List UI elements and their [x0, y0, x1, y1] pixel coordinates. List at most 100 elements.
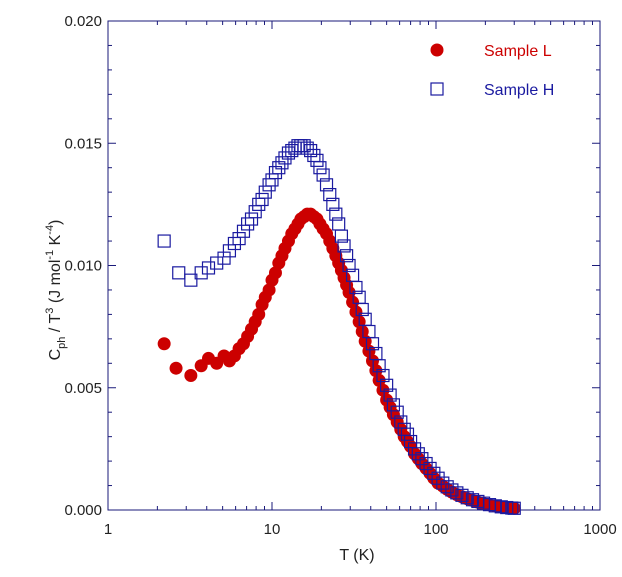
- data-point-square: [227, 236, 242, 251]
- data-point-square: [386, 398, 401, 412]
- y-axis-title-mid: / T: [47, 314, 64, 337]
- y-tick-label: 0.000: [64, 502, 102, 519]
- y-axis-title: Cph / T3 (J mol-1 K-4): [44, 220, 68, 361]
- data-point-square: [319, 178, 334, 192]
- legend-marker: [430, 43, 444, 57]
- data-point-square: [339, 249, 354, 263]
- series-layer: [157, 139, 521, 515]
- data-point-square: [210, 256, 224, 270]
- data-point-square: [300, 141, 314, 155]
- y-axis-title-mid2: (J mol: [47, 260, 64, 308]
- data-point-square: [436, 476, 450, 490]
- data-point-square: [313, 161, 327, 175]
- data-point-square: [236, 224, 251, 238]
- y-tick-label: 0.020: [64, 13, 102, 30]
- data-point-square: [157, 234, 171, 248]
- y-tick-label: 0.015: [64, 135, 102, 152]
- series-0: [157, 207, 521, 515]
- data-point-circle: [252, 307, 266, 321]
- data-point-square: [445, 483, 459, 497]
- y-axis-title-mid3: K: [47, 234, 64, 249]
- legend-label: Sample H: [484, 82, 554, 99]
- legend: Sample L Sample H: [430, 43, 554, 99]
- y-axis-ticks: 0.000 0.005 0.010 0.015 0.020: [64, 13, 600, 519]
- data-point-circle: [262, 283, 276, 297]
- data-point-square: [232, 232, 246, 246]
- data-point-circle: [184, 369, 198, 383]
- data-point-square: [349, 280, 363, 295]
- legend-marker: [430, 82, 444, 96]
- data-point-square: [394, 415, 408, 429]
- data-point-square: [400, 427, 415, 441]
- legend-label: Sample L: [484, 43, 552, 60]
- data-point-square: [450, 486, 464, 500]
- data-point-square: [241, 217, 255, 231]
- x-tick-label: 1000: [583, 521, 616, 538]
- data-point-square: [460, 491, 474, 505]
- data-point-square: [383, 388, 397, 402]
- x-tick-label: 10: [264, 521, 281, 538]
- data-point-square: [262, 178, 276, 192]
- data-point-square: [337, 239, 351, 253]
- data-point-square: [427, 466, 441, 480]
- y-axis-title-sup3: -4: [44, 225, 56, 235]
- series-1: [157, 139, 521, 515]
- x-axis-title: T (K): [339, 547, 374, 564]
- data-point-square: [310, 153, 324, 167]
- data-point-square: [222, 244, 237, 258]
- data-point-square: [265, 173, 279, 187]
- data-point-square: [342, 258, 356, 273]
- data-point-square: [403, 434, 418, 449]
- data-point-square: [365, 337, 380, 351]
- data-point-square: [355, 302, 369, 317]
- data-point-square: [329, 207, 343, 221]
- data-point-square: [255, 192, 269, 207]
- data-point-square: [423, 461, 437, 476]
- data-point-square: [465, 493, 480, 507]
- y-axis-title-sub: ph: [56, 337, 68, 349]
- data-point-square: [334, 229, 349, 243]
- data-point-square: [376, 368, 390, 383]
- y-axis-title-end: ): [47, 220, 64, 225]
- data-point-square: [278, 151, 292, 165]
- data-point-circle: [169, 361, 183, 375]
- data-point-square: [326, 197, 340, 211]
- data-point-circle: [157, 337, 171, 351]
- y-axis-title-sup1: 3: [44, 308, 56, 314]
- x-tick-label: 1: [104, 521, 112, 538]
- data-point-square: [323, 187, 337, 202]
- data-point-square: [415, 452, 429, 466]
- data-point-square: [172, 266, 186, 280]
- x-tick-label: 100: [423, 521, 448, 538]
- data-point-square: [380, 378, 394, 392]
- data-point-circle: [507, 501, 521, 515]
- data-point-circle: [376, 383, 390, 397]
- x-axis-ticks: 1 10 100 1000: [104, 21, 617, 538]
- data-point-square: [258, 185, 272, 199]
- data-point-square: [455, 488, 469, 502]
- data-point-square: [316, 168, 330, 182]
- y-axis-title-sup2: -1: [44, 250, 56, 260]
- y-axis-title-c: C: [47, 349, 64, 361]
- data-point-square: [507, 501, 521, 515]
- data-point-square: [201, 261, 216, 275]
- data-point-square: [244, 212, 259, 226]
- data-point-square: [184, 273, 198, 287]
- y-tick-label: 0.005: [64, 380, 102, 397]
- data-point-square: [411, 447, 425, 461]
- data-point-square: [419, 456, 433, 471]
- data-point-circle: [342, 285, 356, 299]
- y-tick-label: 0.010: [64, 258, 102, 275]
- data-point-square: [390, 405, 404, 419]
- data-point-circle: [372, 373, 386, 387]
- data-point-square: [252, 197, 266, 211]
- data-point-square: [248, 205, 262, 219]
- data-point-circle: [268, 266, 282, 280]
- data-point-circle: [365, 354, 379, 368]
- data-point-square: [407, 442, 422, 456]
- data-point-square: [372, 359, 386, 373]
- data-point-square: [431, 471, 445, 485]
- data-point-circle: [355, 325, 369, 339]
- data-point-square: [217, 251, 231, 265]
